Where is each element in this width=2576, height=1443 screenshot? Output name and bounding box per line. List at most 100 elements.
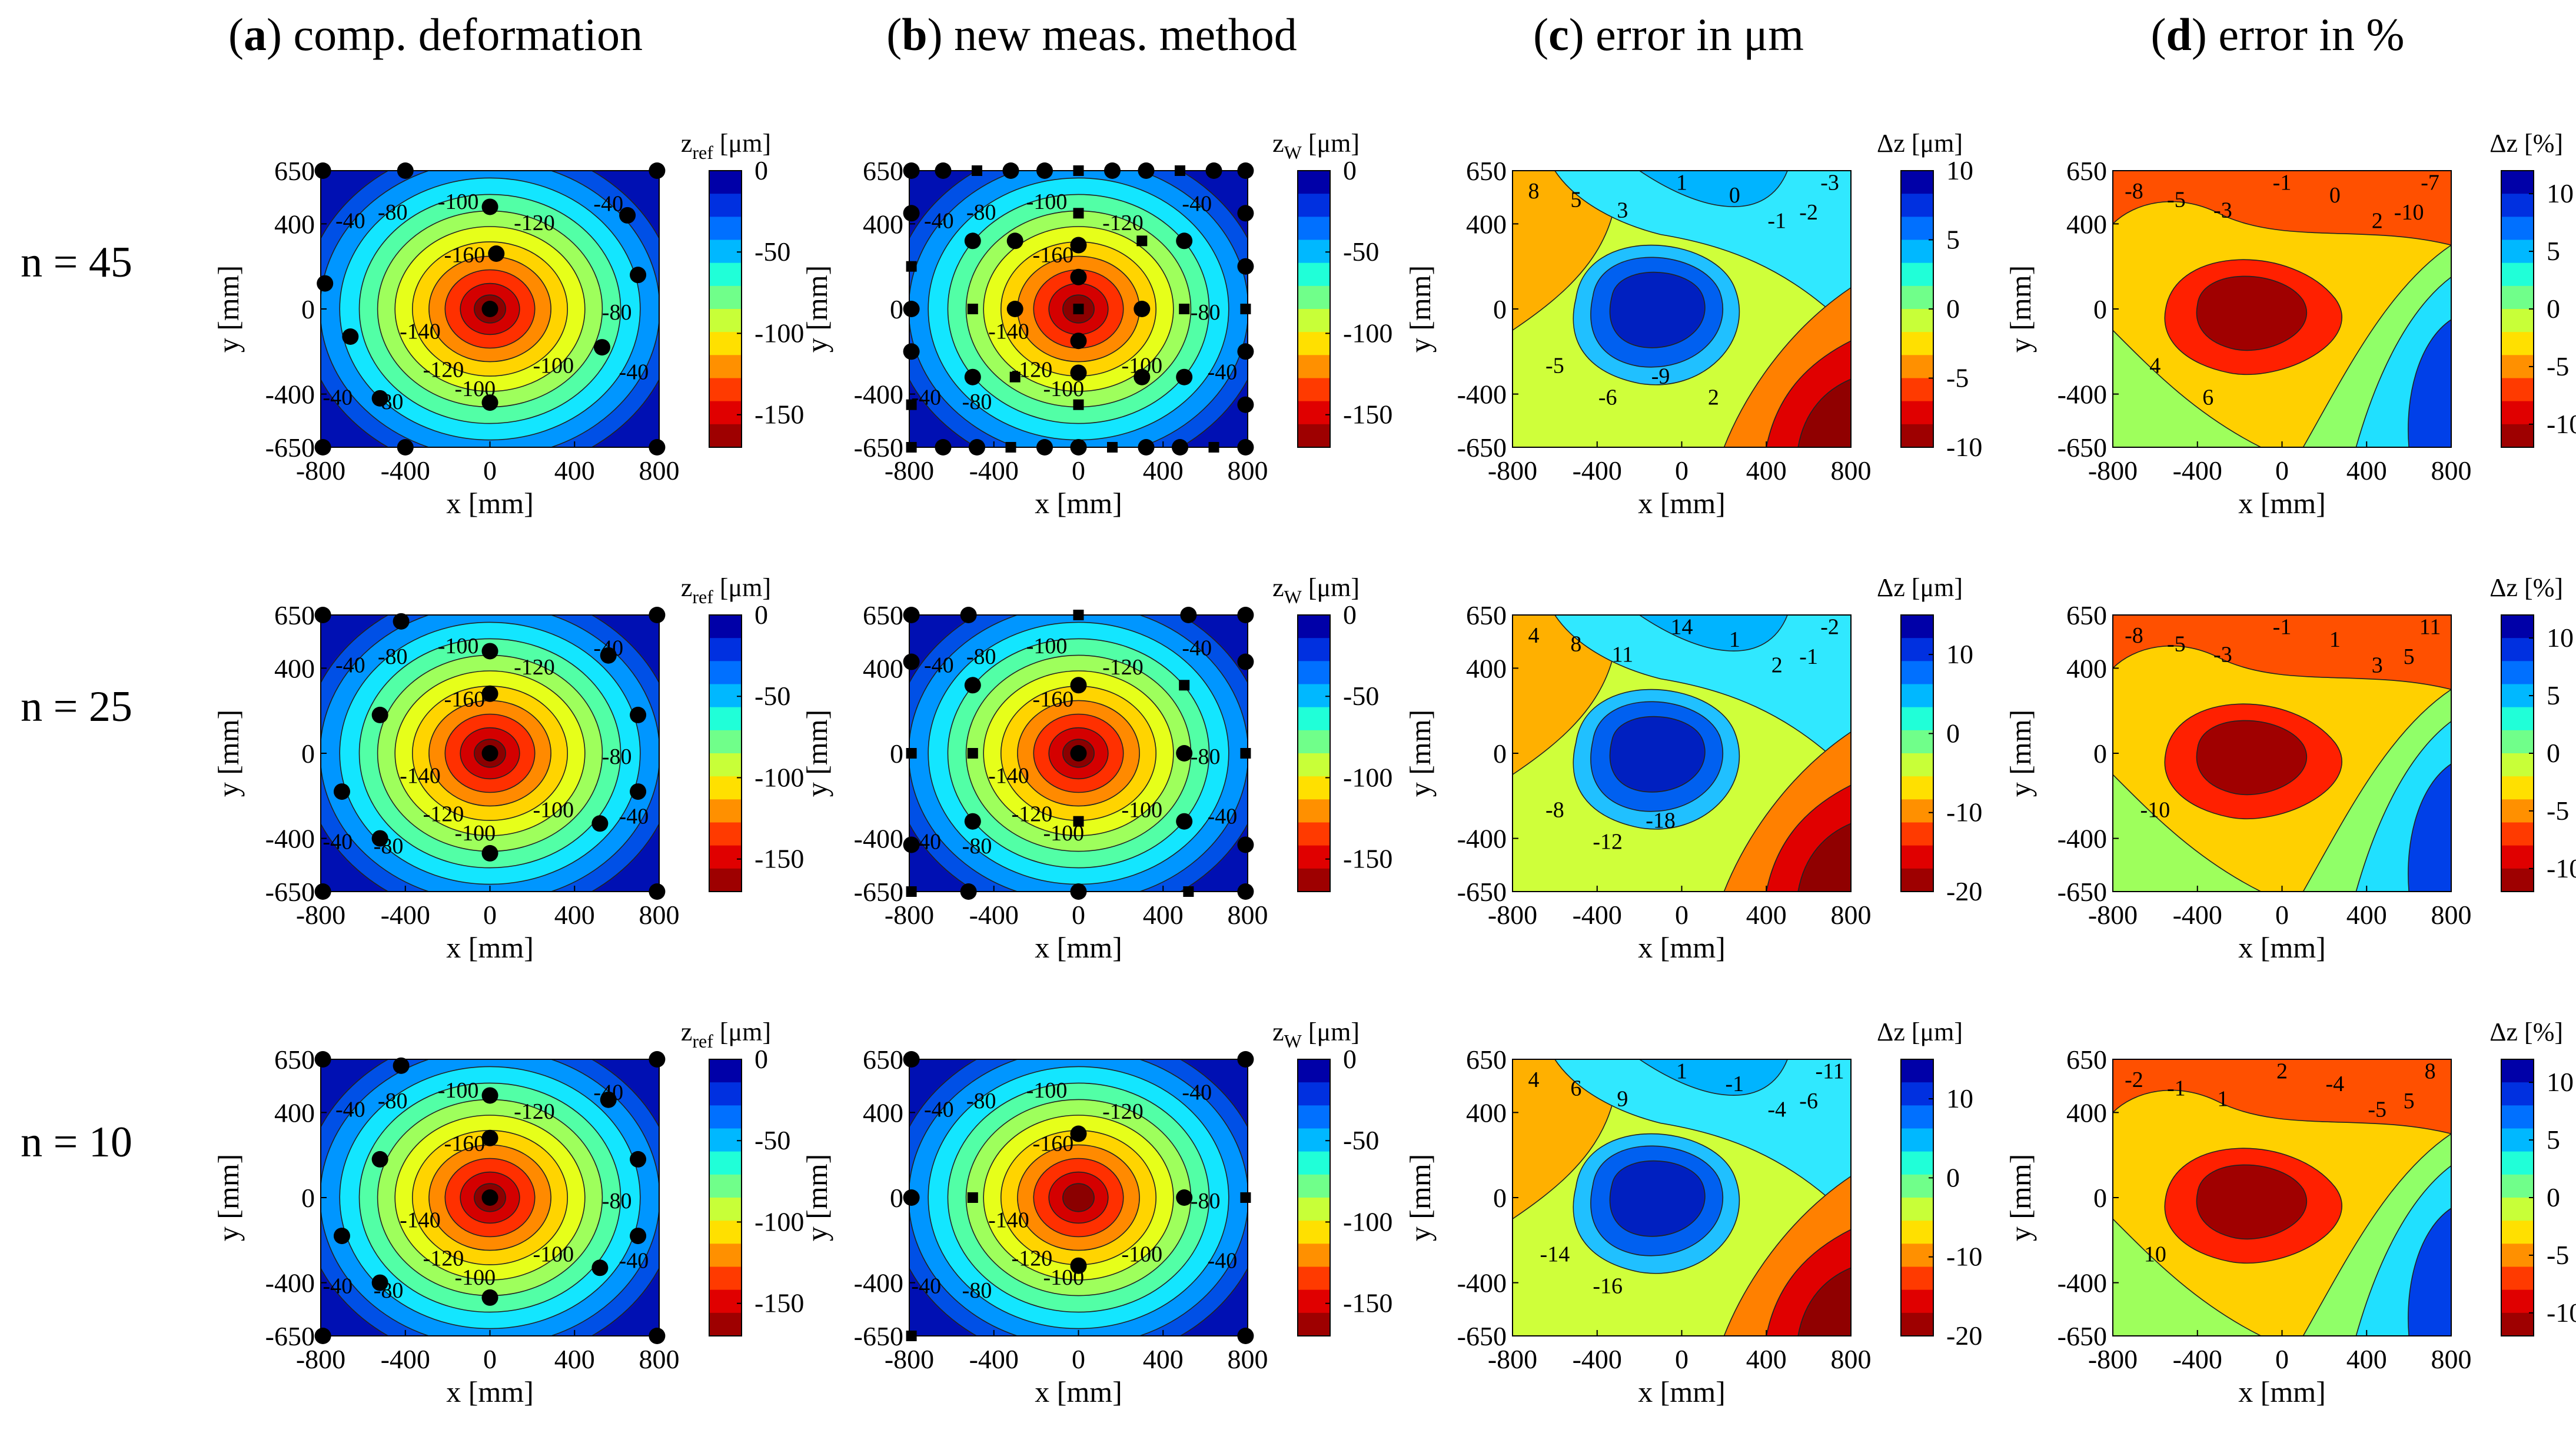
panel-n45-b-xtick-label: 400 <box>1143 455 1184 486</box>
panel-n25-a-measurement-point <box>600 647 617 664</box>
panel-n10-d-colorbar-band <box>2501 1243 2534 1268</box>
panel-n25-a-colorbar-tick-label: -100 <box>754 762 804 792</box>
panel-n10-c-colorbar-label: Δz [μm] <box>1877 1018 1963 1046</box>
panel-n25-d-colorbar-tick-label: -5 <box>2547 796 2569 826</box>
panel-n10-b-measurement-point <box>1240 1192 1251 1203</box>
panel-n10-c-colorbar-band <box>1901 1312 1933 1336</box>
panel-n10-d-contour-label: 2 <box>2276 1059 2288 1084</box>
panel-n45-b-measurement-point <box>1134 368 1151 385</box>
panel-n10-b-colorbar-tick-label: -100 <box>1343 1206 1392 1236</box>
panel-n25-b-colorbar-tick-label: -100 <box>1343 762 1392 792</box>
panel-n45-a-xtick-label: -800 <box>296 455 345 486</box>
panel-n25-d-colorbar-tick-label: 5 <box>2547 680 2560 710</box>
panel-n45-b-ylabel: y [mm] <box>800 265 833 353</box>
column-titles: (a) comp. deformation (b) new meas. metho… <box>228 9 2405 60</box>
panel-n10-a-measurement-point <box>371 1151 388 1168</box>
panel-n45-c-contour-label: 0 <box>1729 183 1740 208</box>
panel-n45-b-measurement-point <box>903 343 920 360</box>
panels: -40 -80 -100-120-80-40-140-160-120-100-100… <box>212 129 2576 1408</box>
panel-n45-b-measurement-point <box>1237 396 1254 413</box>
panel-n25-b-measurement-point <box>1176 745 1193 762</box>
panel-n10-a-colorbar-label: zref [μm] <box>681 1018 771 1052</box>
panel-n45-d-ytick-label: -650 <box>2058 433 2107 463</box>
panel-n10-d-colorbar-band <box>2501 1082 2534 1106</box>
panel-n10-b-colorbar-band <box>1298 1059 1330 1083</box>
panel-n10-c-contour-band <box>1797 1267 1851 1336</box>
panel-n25-b-contour-label: -40 <box>1208 804 1238 829</box>
panel-n25-b-colorbar-band <box>1298 868 1330 892</box>
panel-n10-d-ytick-label: 0 <box>2093 1183 2107 1213</box>
panel-n25-b-xtick-label: -400 <box>969 900 1019 930</box>
panel-n10-c-xtick-label: 400 <box>1746 1344 1787 1374</box>
panel-n25-a-measurement-point <box>481 685 498 702</box>
panel-n45-a-colorbar-band <box>709 355 742 379</box>
panel-n25-b-xlabel: x [mm] <box>1035 931 1122 964</box>
panel-n10-a-measurement-point <box>630 1228 647 1245</box>
panel-n45-b-measurement-point <box>1237 343 1254 360</box>
panel-n10-c-colorbar-tick-label: 10 <box>1946 1083 1973 1113</box>
panel-n45-c-colorbar-tick-label: 10 <box>1946 155 1973 185</box>
panel-n10-d-contour-label: 10 <box>2144 1242 2166 1266</box>
panel-n45-a-colorbar-tick-label: -50 <box>754 237 790 267</box>
panel-n10-b-measurement-point <box>1070 1125 1087 1142</box>
panel-n25-a-measurement-point <box>630 706 647 723</box>
panel-n25-a-colorbar-band <box>709 730 742 754</box>
panel-n10-a-contour-label: -100 <box>438 1078 479 1103</box>
panel-n10-a-ytick-label: 0 <box>301 1183 315 1213</box>
panel-n10-d-colorbar-tick-label: -10 <box>2547 1298 2576 1328</box>
panel-n25-a-contour-label: -120 <box>423 802 464 827</box>
panel-n45-a-contour-label: -100 <box>533 353 574 378</box>
panel-n25-b-contour-label: -100 <box>1026 634 1068 659</box>
panel-n25-b-measurement-point <box>1070 745 1087 762</box>
panel-n10-a-colorbar-band <box>709 1221 742 1245</box>
panel-n25-d-colorbar-tick-label: 0 <box>2547 738 2560 768</box>
panel-n25-a-ytick-label: 400 <box>274 653 315 683</box>
panel-n10-a-colorbar-frame <box>709 1059 742 1336</box>
panel-n10-c-colorbar-band <box>1901 1243 1933 1268</box>
panel-n10-a-xtick-label: -800 <box>296 1344 345 1374</box>
panel-n45-a-colorbar-tick-label: -150 <box>754 400 804 430</box>
panel-n10-a-colorbar-band <box>709 1105 742 1129</box>
panel-n45-d-xtick-label: 400 <box>2346 455 2387 486</box>
panel-n45-b-measurement-point <box>1136 235 1148 247</box>
panel-n25-b-measurement-point <box>964 677 981 694</box>
panel-n25-a-contour-label: -80 <box>378 644 408 669</box>
panel-n10-c-contour-label: -14 <box>1540 1242 1570 1266</box>
panel-n45-a-contour-label: -120 <box>423 358 464 383</box>
panel-n10-b-contour-label: -100 <box>1121 1242 1162 1266</box>
panel-n45-a-xlabel: x [mm] <box>446 487 534 520</box>
panel-n10-b-colorbar-band <box>1298 1128 1330 1152</box>
panel-n25-b-contour-label: -120 <box>1102 655 1144 680</box>
panel-n25-c-contour-band <box>1609 716 1706 793</box>
panel-n25-d-contour-label: -10 <box>2140 797 2171 822</box>
panel-n25-a-ytick-label: 650 <box>274 600 315 630</box>
panel-n25-c-ytick-label: -650 <box>1457 877 1507 907</box>
panel-n10-c-colorbar-frame <box>1900 1059 1934 1336</box>
panel-n45-b-colorbar-band <box>1298 355 1330 379</box>
panel-n45-b: -40 -80 -100-120-80-40-140-160-120-100-100… <box>800 129 1392 520</box>
panel-n45-a-ylabel: y [mm] <box>212 265 245 353</box>
panel-n25-a-xtick-label: 400 <box>554 900 595 930</box>
panel-n10-d-colorbar-tick-label: -5 <box>2547 1240 2569 1270</box>
column-title-c: (c) error in μm <box>1533 9 1804 60</box>
panel-n25-b-measurement-point <box>1073 816 1084 827</box>
panel-n10-d-contour-label: -1 <box>2167 1076 2186 1100</box>
panel-n10-c-contour-label: -6 <box>1799 1089 1818 1113</box>
panel-n45-b-colorbar-band <box>1298 401 1330 425</box>
panel-n10-d-xtick-label: 800 <box>2431 1344 2472 1374</box>
panel-n45-c-colorbar-band <box>1901 401 1933 425</box>
panel-n10-a-xtick-label: 400 <box>554 1344 595 1374</box>
panel-n10-b-colorbar-tick-label: -50 <box>1343 1125 1379 1155</box>
panel-n45-b-contour-label: -120 <box>1102 211 1144 235</box>
panel-n45-b-contour-label: -100 <box>1026 189 1068 214</box>
panel-n25-c: 4 8 11 14 1 2 -1-2 -8 -12 -18 -800 -400 0 400 800 650 40… <box>1404 573 1982 964</box>
panel-n10-b-contour-label: -40 <box>1208 1248 1238 1273</box>
panel-n25-c-contour-label: 14 <box>1671 615 1693 640</box>
panel-n45-b-measurement-point <box>1179 304 1190 314</box>
panel-n45-a-measurement-point <box>371 390 388 407</box>
panel-n45-a-measurement-point <box>488 245 505 262</box>
panel-n25-c-ytick-label: 650 <box>1466 600 1507 630</box>
panel-n10-c-ytick-label: -650 <box>1457 1321 1507 1351</box>
panel-n25-c-colorbar-band <box>1901 684 1933 708</box>
